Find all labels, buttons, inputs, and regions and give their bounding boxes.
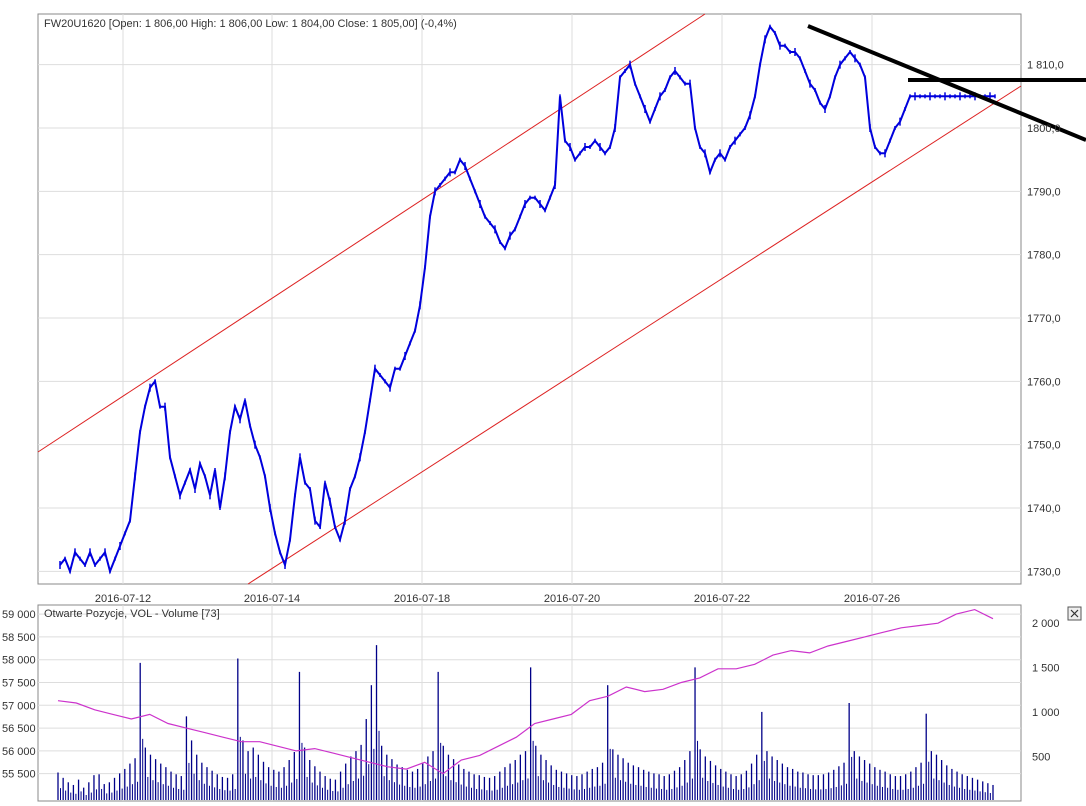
price-y-tick-label: 1790,0 bbox=[1027, 186, 1061, 198]
volume-panel-title: Otwarte Pozycje, VOL - Volume [73] bbox=[44, 608, 220, 620]
open-interest-y-tick-label: 57 500 bbox=[2, 677, 36, 689]
price-y-axis: 1 810,0 1800,0 1790,0 1780,0 1770,0 1760,0 175… bbox=[1027, 60, 1064, 579]
trend-channel bbox=[37, 13, 1022, 585]
open-interest-path bbox=[57, 608, 994, 775]
price-y-tick-label: 1770,0 bbox=[1027, 313, 1061, 325]
price-y-tick-label: 1740,0 bbox=[1027, 503, 1061, 515]
volume-y-tick-label: 2 000 bbox=[1032, 618, 1060, 630]
volume-y-tick-label: 1 500 bbox=[1032, 662, 1060, 674]
volume-bars bbox=[57, 645, 994, 800]
price-y-tick-label: 1730,0 bbox=[1027, 566, 1061, 578]
open-interest-y-tick-label: 56 000 bbox=[2, 746, 36, 758]
open-interest-y-tick-label: 55 500 bbox=[2, 769, 36, 781]
volume-y-axis: 2 000 1 500 1 000 500 bbox=[1032, 618, 1060, 764]
price-x-tick-label: 2016-07-22 bbox=[694, 593, 750, 605]
volume-y-tick-label: 500 bbox=[1032, 751, 1050, 763]
price-panel-title: FW20U1620 [Open: 1 806,00 High: 1 806,00… bbox=[44, 18, 457, 30]
price-y-tick-label: 1760,0 bbox=[1027, 376, 1061, 388]
open-interest-line bbox=[57, 608, 994, 775]
price-gridlines bbox=[38, 14, 1021, 584]
trendlines bbox=[807, 24, 1086, 142]
price-panel: 1 810,0 1800,0 1790,0 1780,0 1770,0 1760,0 175… bbox=[37, 13, 1086, 605]
price-x-tick-label: 2016-07-14 bbox=[244, 593, 300, 605]
price-y-tick-label: 1800,0 bbox=[1027, 123, 1061, 135]
price-y-tick-label: 1780,0 bbox=[1027, 250, 1061, 262]
price-y-tick-label: 1750,0 bbox=[1027, 440, 1061, 452]
open-interest-y-axis: 59 000 58 500 58 000 57 500 57 000 56 500 56 0… bbox=[2, 609, 36, 781]
close-icon[interactable] bbox=[1067, 606, 1082, 621]
volume-y-tick-label: 1 000 bbox=[1032, 707, 1060, 719]
open-interest-y-tick-label: 57 000 bbox=[2, 700, 36, 712]
price-panel-frame bbox=[37, 13, 1022, 585]
channel-upper-line bbox=[37, 13, 706, 453]
open-interest-y-tick-label: 58 500 bbox=[2, 632, 36, 644]
open-interest-y-tick-label: 59 000 bbox=[2, 609, 36, 621]
volume-gridlines bbox=[38, 605, 1021, 801]
volume-panel: 59 000 58 500 58 000 57 500 57 000 56 500 56 0… bbox=[2, 604, 1082, 802]
price-y-tick-label: 1 810,0 bbox=[1027, 60, 1064, 72]
price-x-tick-label: 2016-07-12 bbox=[95, 593, 151, 605]
open-interest-y-tick-label: 58 000 bbox=[2, 655, 36, 667]
open-interest-y-tick-label: 56 500 bbox=[2, 723, 36, 735]
price-line bbox=[59, 24, 995, 575]
price-x-tick-label: 2016-07-20 bbox=[544, 593, 600, 605]
channel-lower-line bbox=[247, 85, 1022, 585]
descending-trendline bbox=[807, 24, 1086, 142]
price-x-tick-label: 2016-07-26 bbox=[844, 593, 900, 605]
price-x-axis: 2016-07-12 2016-07-14 2016-07-18 2016-07-20… bbox=[95, 593, 900, 605]
price-x-tick-label: 2016-07-18 bbox=[394, 593, 450, 605]
price-series bbox=[59, 24, 996, 575]
